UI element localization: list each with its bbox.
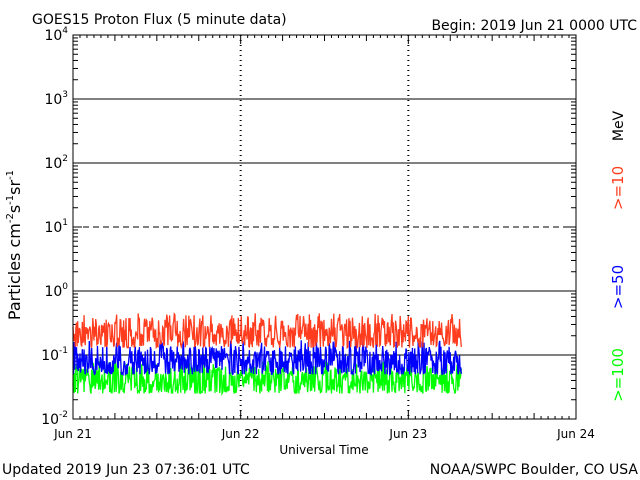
y-tick-label: 10-2 <box>41 410 68 428</box>
x-axis-label: Universal Time <box>279 443 368 457</box>
x-tick-label: Jun 24 <box>556 427 595 441</box>
x-tick-label: Jun 21 <box>53 427 92 441</box>
x-tick-labels: Jun 21 Jun 22 Jun 23 Jun 24 <box>53 427 595 441</box>
y-tick-labels: 10-2 10-1 100 101 102 103 104 <box>41 26 68 428</box>
legend-ge50: >=50 <box>609 265 627 309</box>
plot-frame <box>72 34 577 420</box>
series-ge50 <box>72 339 462 377</box>
y-axis-label: Particles cm-2s-1sr-1 <box>5 170 24 320</box>
series-lines <box>72 311 462 397</box>
y-tick-label: 103 <box>44 90 68 108</box>
credit-line: NOAA/SWPC Boulder, CO USA <box>430 462 639 478</box>
x-tick-label: Jun 23 <box>388 427 427 441</box>
units-label: MeV <box>611 110 627 141</box>
y-tick-label: 100 <box>44 282 68 300</box>
legend: >=10 >=50 >=100 <box>609 166 627 402</box>
y-tick-label: 102 <box>44 154 68 172</box>
updated-timestamp: Updated 2019 Jun 23 07:36:01 UTC <box>2 462 250 478</box>
legend-ge10: >=10 <box>609 166 627 210</box>
y-tick-label: 101 <box>44 218 68 236</box>
chart-title: GOES15 Proton Flux (5 minute data) <box>32 12 287 28</box>
y-tick-label: 104 <box>44 26 68 44</box>
series-ge10 <box>72 311 462 350</box>
y-tick-label: 10-1 <box>41 346 68 364</box>
legend-ge100: >=100 <box>609 348 627 402</box>
x-tick-label: Jun 22 <box>221 427 260 441</box>
begin-time: Begin: 2019 Jun 21 0000 UTC <box>431 18 637 34</box>
series-ge100 <box>72 361 462 397</box>
